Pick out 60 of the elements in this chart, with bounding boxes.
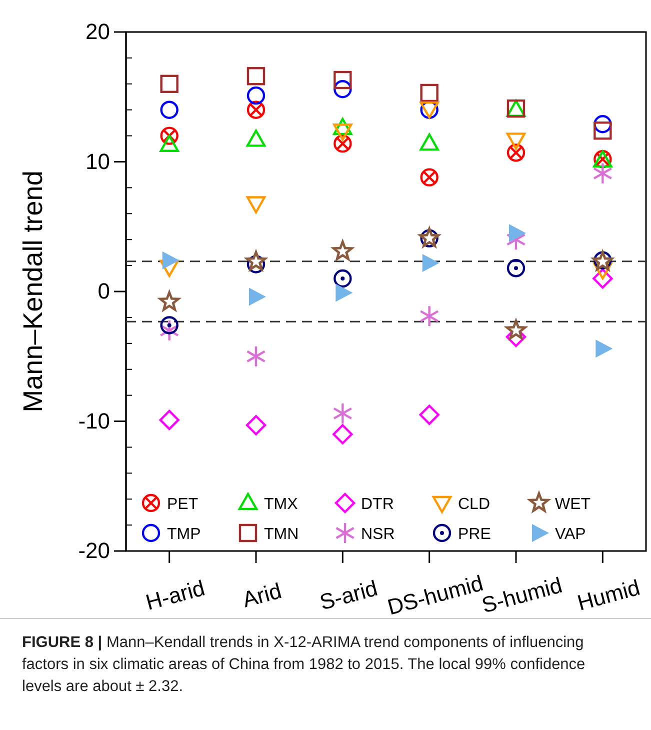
legend-label: TMN bbox=[264, 526, 299, 543]
point bbox=[596, 340, 613, 358]
caption: FIGURE 8 | Mann–Kendall trends in X-12-ARIMA trend components of influencing factors in six climatic areas of China from 1982 to 2015. The local 99% confidence levels are about ± 2.32. bbox=[22, 634, 586, 695]
point bbox=[160, 316, 178, 334]
point bbox=[246, 67, 266, 86]
point bbox=[506, 320, 526, 340]
point bbox=[592, 268, 613, 289]
x-tick-label: H-arid bbox=[143, 575, 208, 615]
legend-label: VAP bbox=[555, 526, 586, 543]
y-tick-label: -20 bbox=[78, 538, 110, 564]
point bbox=[334, 269, 352, 288]
legend-label: TMP bbox=[167, 526, 201, 543]
point bbox=[594, 115, 612, 134]
point bbox=[159, 410, 180, 430]
point bbox=[506, 259, 526, 278]
x-tick-label: Humid bbox=[574, 574, 643, 616]
point bbox=[592, 162, 612, 185]
point bbox=[246, 415, 266, 436]
legend-label: NSR bbox=[361, 526, 395, 543]
point bbox=[246, 345, 266, 368]
point bbox=[160, 126, 178, 145]
y-tick-label: 10 bbox=[86, 148, 110, 174]
point bbox=[509, 224, 526, 242]
point bbox=[249, 288, 266, 306]
point bbox=[333, 118, 352, 136]
point bbox=[422, 254, 440, 272]
point bbox=[420, 168, 438, 186]
point bbox=[332, 424, 353, 444]
point bbox=[506, 144, 526, 162]
point bbox=[246, 86, 266, 105]
legend-label: TMX bbox=[264, 496, 298, 513]
point bbox=[419, 404, 440, 425]
point bbox=[160, 319, 180, 342]
point bbox=[334, 70, 352, 90]
x-tick-label: Arid bbox=[240, 578, 284, 612]
x-tick-label: S-arid bbox=[317, 575, 380, 615]
point bbox=[420, 133, 439, 151]
point bbox=[246, 130, 266, 147]
y-axis-title: Mann–Kendall trend bbox=[18, 170, 48, 412]
legend-label: PRE bbox=[458, 526, 491, 543]
point bbox=[334, 80, 352, 98]
y-tick-label: 20 bbox=[86, 19, 110, 44]
point bbox=[420, 305, 440, 328]
point bbox=[336, 284, 353, 302]
point bbox=[160, 100, 178, 119]
point bbox=[420, 84, 438, 102]
point bbox=[160, 134, 179, 152]
legend-label: CLD bbox=[458, 496, 490, 513]
legend-label: PET bbox=[167, 496, 198, 513]
point bbox=[334, 134, 352, 153]
point bbox=[162, 251, 180, 270]
point bbox=[594, 122, 612, 140]
point bbox=[246, 100, 266, 119]
legend-label: WET bbox=[555, 496, 591, 513]
point bbox=[160, 74, 178, 93]
legend-label: DTR bbox=[361, 496, 394, 513]
point bbox=[332, 402, 352, 425]
point bbox=[246, 250, 266, 271]
y-tick-label: -10 bbox=[78, 408, 110, 434]
y-tick-label: 0 bbox=[98, 278, 110, 304]
